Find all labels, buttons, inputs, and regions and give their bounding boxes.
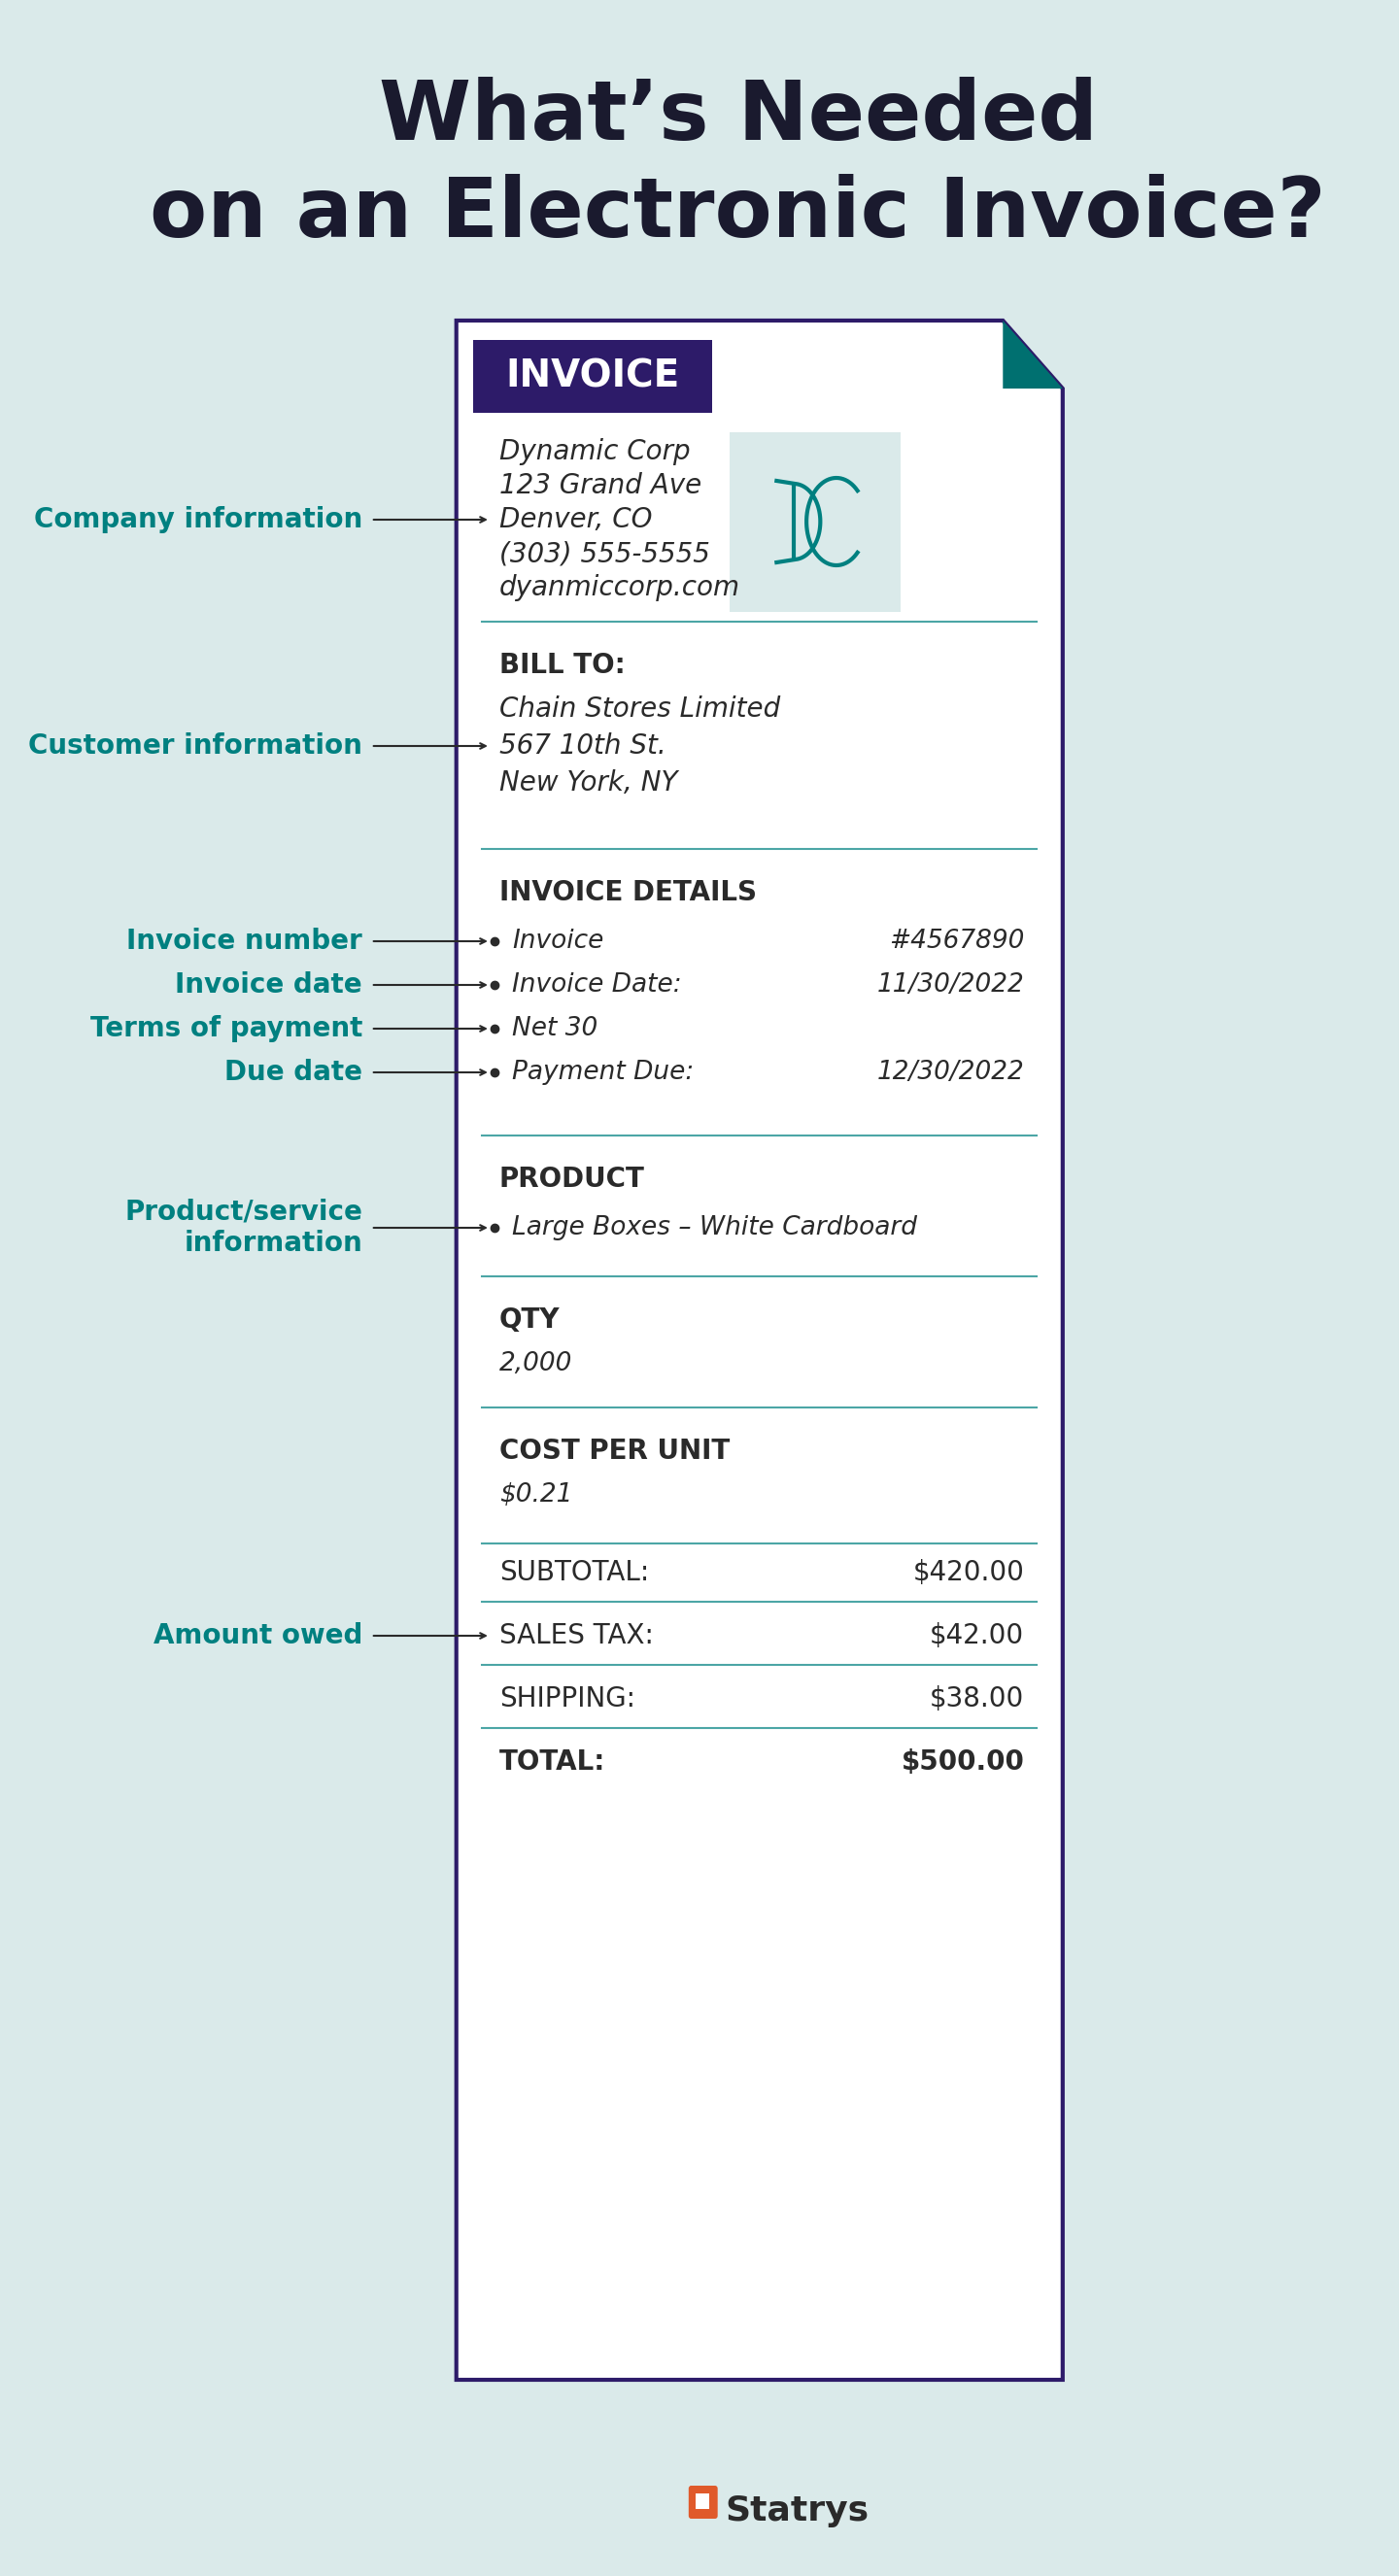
Text: Terms of payment: Terms of payment: [90, 1015, 362, 1043]
Text: on an Electronic Invoice?: on an Electronic Invoice?: [150, 173, 1326, 255]
Text: PRODUCT: PRODUCT: [499, 1164, 645, 1193]
Text: 123 Grand Ave: 123 Grand Ave: [499, 471, 701, 500]
Text: Invoice date: Invoice date: [175, 971, 362, 999]
FancyBboxPatch shape: [473, 340, 712, 412]
Text: Customer information: Customer information: [28, 732, 362, 760]
Text: Amount owed: Amount owed: [152, 1623, 362, 1649]
Text: Invoice: Invoice: [512, 927, 603, 953]
Text: Invoice number: Invoice number: [126, 927, 362, 956]
Text: COST PER UNIT: COST PER UNIT: [499, 1437, 729, 1466]
Text: $420.00: $420.00: [912, 1558, 1024, 1587]
Text: SHIPPING:: SHIPPING:: [499, 1685, 635, 1713]
Text: INVOICE DETAILS: INVOICE DETAILS: [499, 878, 757, 907]
Polygon shape: [456, 319, 1063, 2380]
Text: Due date: Due date: [224, 1059, 362, 1087]
Text: dyanmiccorp.com: dyanmiccorp.com: [499, 574, 740, 600]
Text: Product/service
information: Product/service information: [125, 1198, 362, 1257]
Text: What’s Needed: What’s Needed: [379, 77, 1098, 157]
Text: BILL TO:: BILL TO:: [499, 652, 625, 680]
Text: Net 30: Net 30: [512, 1015, 597, 1041]
Text: QTY: QTY: [499, 1306, 560, 1334]
FancyBboxPatch shape: [695, 2494, 709, 2509]
Text: Invoice Date:: Invoice Date:: [512, 971, 681, 997]
Text: SUBTOTAL:: SUBTOTAL:: [499, 1558, 649, 1587]
Text: Chain Stores Limited: Chain Stores Limited: [499, 696, 781, 724]
Text: #4567890: #4567890: [888, 927, 1024, 953]
Text: INVOICE: INVOICE: [506, 358, 680, 394]
Text: TOTAL:: TOTAL:: [499, 1749, 606, 1775]
Text: Payment Due:: Payment Due:: [512, 1059, 694, 1084]
Polygon shape: [1003, 319, 1063, 389]
Text: New York, NY: New York, NY: [499, 770, 677, 796]
Text: Large Boxes – White Cardboard: Large Boxes – White Cardboard: [512, 1216, 916, 1242]
Text: $500.00: $500.00: [901, 1749, 1024, 1775]
Text: 2,000: 2,000: [499, 1352, 572, 1376]
Text: Statrys: Statrys: [725, 2494, 869, 2527]
Text: SALES TAX:: SALES TAX:: [499, 1623, 653, 1649]
Text: (303) 555-5555: (303) 555-5555: [499, 541, 709, 567]
Text: $42.00: $42.00: [930, 1623, 1024, 1649]
Text: 567 10th St.: 567 10th St.: [499, 732, 666, 760]
Text: $0.21: $0.21: [499, 1481, 572, 1507]
FancyBboxPatch shape: [688, 2486, 718, 2519]
FancyBboxPatch shape: [730, 433, 901, 613]
Text: Dynamic Corp: Dynamic Corp: [499, 438, 690, 466]
Text: 11/30/2022: 11/30/2022: [877, 971, 1024, 997]
Text: Denver, CO: Denver, CO: [499, 505, 652, 533]
Text: 12/30/2022: 12/30/2022: [877, 1059, 1024, 1084]
Text: Company information: Company information: [34, 505, 362, 533]
Text: $38.00: $38.00: [930, 1685, 1024, 1713]
